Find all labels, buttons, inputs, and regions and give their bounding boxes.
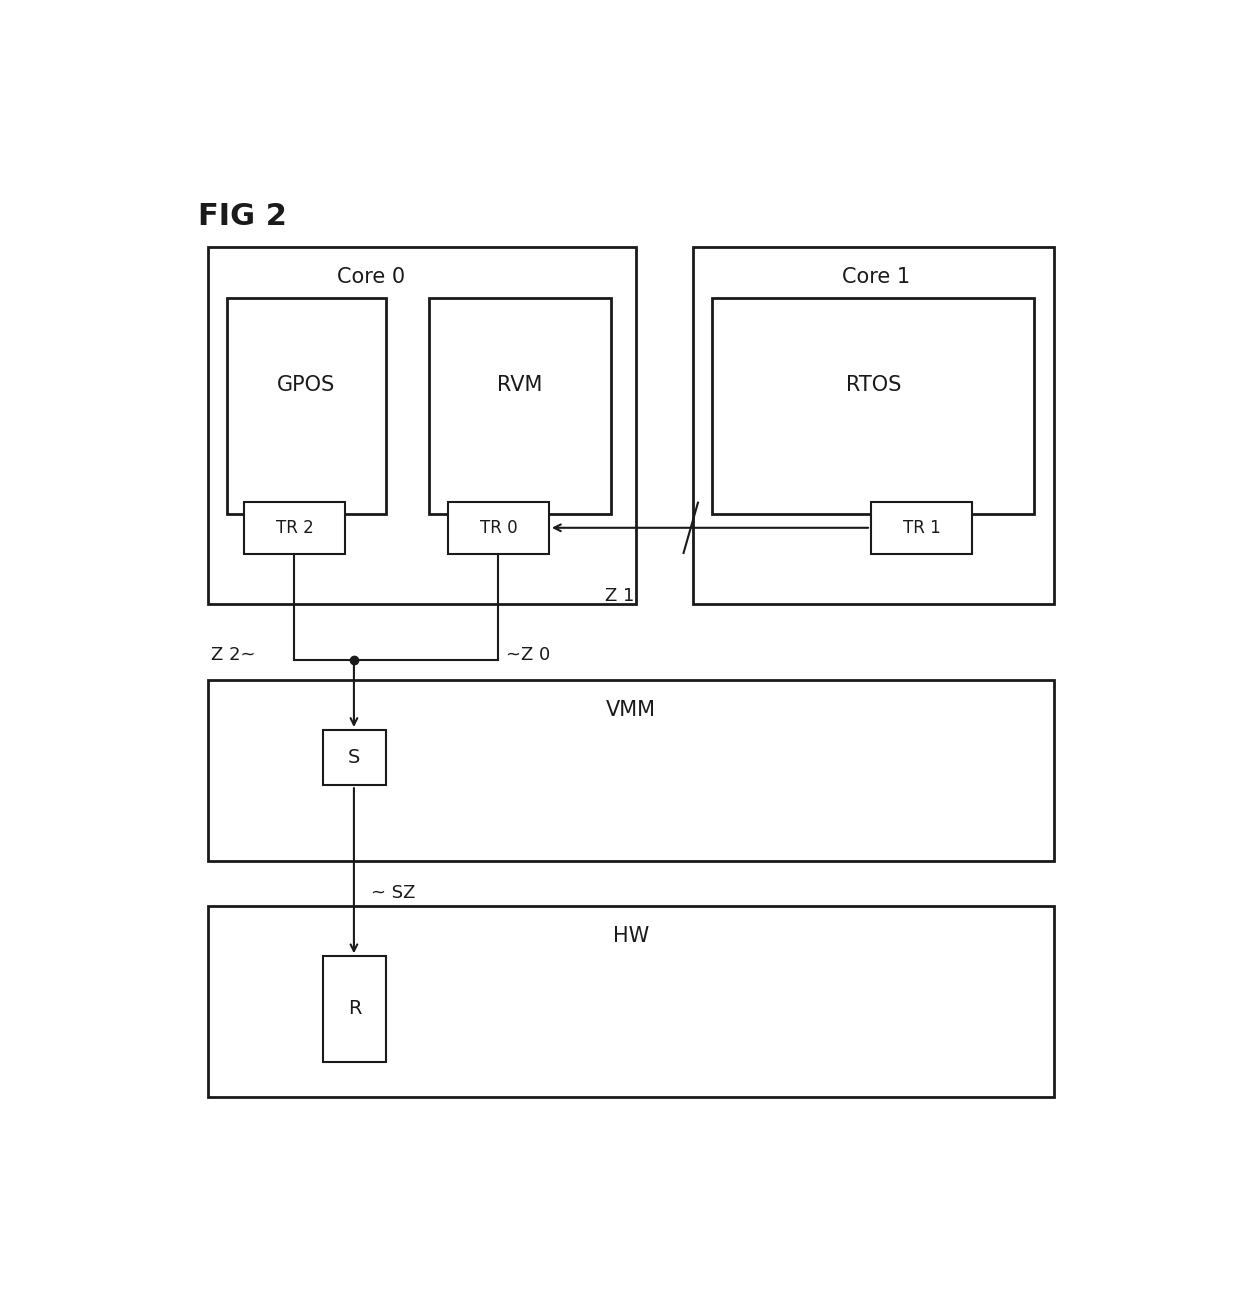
Bar	[244, 502, 345, 554]
Text: Z 1: Z 1	[605, 588, 634, 605]
Text: VMM: VMM	[605, 700, 656, 720]
Bar	[227, 298, 386, 513]
Bar	[429, 298, 611, 513]
Text: TR 1: TR 1	[903, 518, 940, 537]
Text: GPOS: GPOS	[278, 376, 336, 396]
Text: TR 2: TR 2	[277, 518, 314, 537]
Text: HW: HW	[613, 926, 649, 946]
Text: Core 0: Core 0	[337, 268, 405, 287]
Text: RTOS: RTOS	[846, 376, 901, 396]
Text: S: S	[348, 748, 361, 767]
Bar	[712, 298, 1034, 513]
Bar	[208, 906, 1054, 1097]
Text: TR 0: TR 0	[480, 518, 517, 537]
Bar	[324, 956, 386, 1062]
Text: RVM: RVM	[497, 376, 543, 396]
Bar	[208, 247, 635, 605]
Text: Core 1: Core 1	[842, 268, 910, 287]
Bar	[448, 502, 549, 554]
Text: ~Z 0: ~Z 0	[506, 645, 551, 663]
Bar	[870, 502, 972, 554]
Text: ~ SZ: ~ SZ	[371, 884, 415, 902]
Text: FIG 2: FIG 2	[198, 202, 288, 231]
Text: R: R	[347, 999, 361, 1019]
Bar	[693, 247, 1054, 605]
Bar	[324, 730, 386, 785]
Text: Z 2~: Z 2~	[211, 645, 255, 663]
Bar	[208, 679, 1054, 861]
